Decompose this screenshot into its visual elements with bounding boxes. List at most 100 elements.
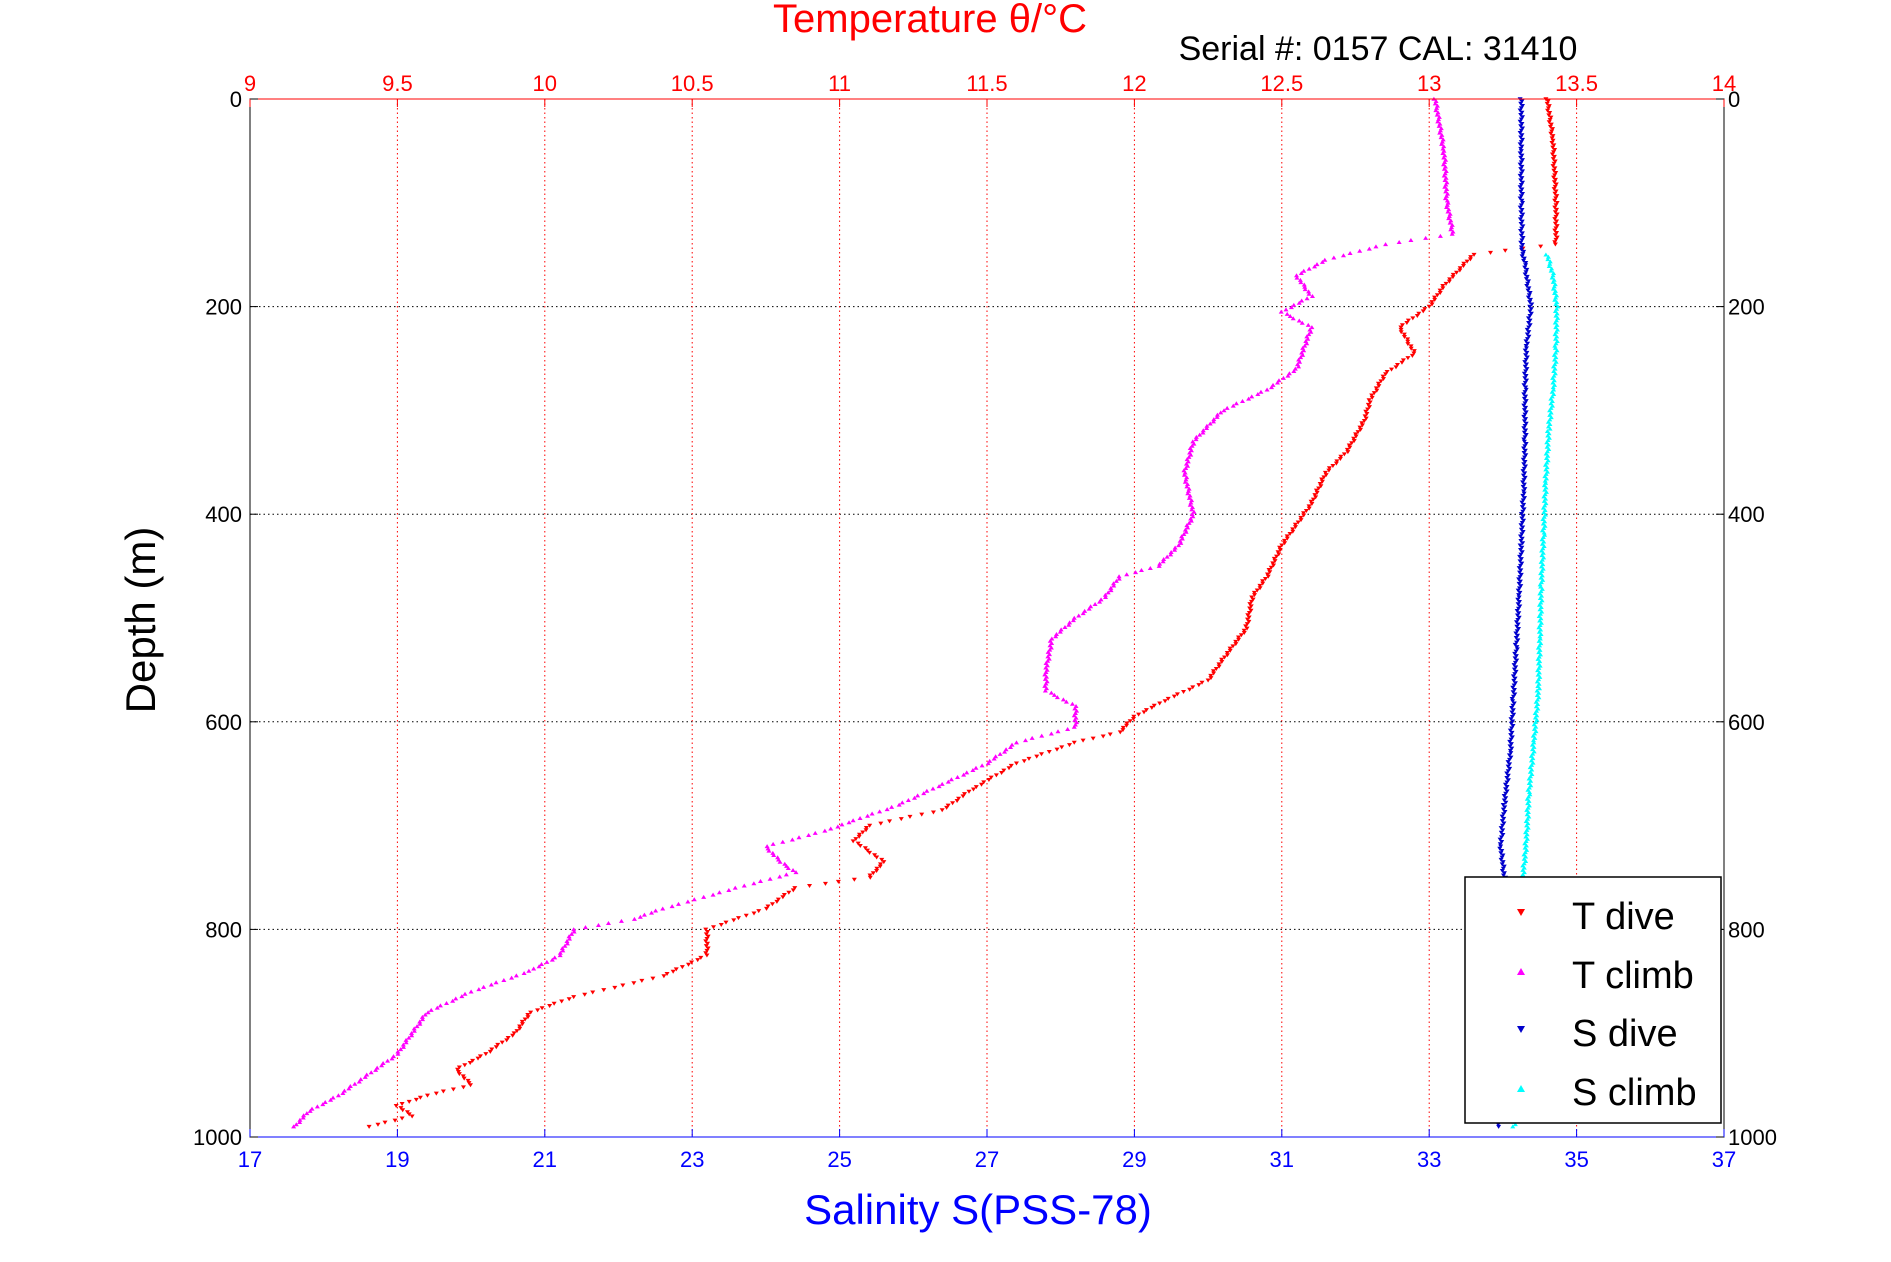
data-point-s-climb	[1537, 591, 1543, 596]
data-point-t-dive	[1312, 493, 1318, 498]
data-point-s-dive	[1512, 676, 1518, 681]
data-point-t-dive	[551, 1001, 557, 1006]
y-tick-label-right: 200	[1728, 295, 1765, 320]
data-point-t-climb	[297, 1119, 303, 1124]
data-point-s-climb	[1552, 291, 1558, 296]
data-point-s-dive	[1502, 809, 1508, 814]
data-point-s-dive	[1526, 286, 1532, 291]
data-point-s-dive	[1522, 380, 1528, 385]
data-point-t-dive	[528, 1010, 534, 1015]
data-point-t-climb	[1071, 713, 1077, 718]
data-point-t-dive	[1548, 115, 1554, 120]
data-point-s-dive	[1518, 572, 1524, 577]
data-point-t-climb	[293, 1122, 299, 1127]
data-point-t-climb	[1183, 477, 1189, 482]
data-point-s-dive	[1518, 539, 1524, 544]
data-point-s-dive	[1513, 665, 1519, 670]
data-point-t-dive	[601, 988, 607, 993]
data-point-t-climb	[1197, 432, 1203, 437]
data-point-s-dive	[1505, 764, 1511, 769]
data-point-t-climb	[1185, 488, 1191, 493]
data-point-t-climb	[1291, 302, 1297, 307]
data-point-t-dive	[514, 1029, 520, 1034]
data-point-s-dive	[1517, 590, 1523, 595]
data-point-t-dive	[1321, 475, 1327, 480]
data-point-s-dive	[1500, 866, 1506, 871]
data-point-t-dive	[1551, 175, 1557, 180]
data-point-t-climb	[373, 1067, 379, 1072]
data-point-s-dive	[1518, 523, 1524, 528]
data-point-t-dive	[1151, 703, 1157, 708]
data-point-s-dive	[1503, 787, 1509, 792]
data-point-t-climb	[411, 1026, 417, 1031]
data-point-s-climb	[1550, 286, 1556, 291]
data-point-s-dive	[1518, 584, 1524, 589]
data-point-s-climb	[1542, 478, 1548, 483]
data-point-t-dive	[1034, 754, 1040, 759]
data-point-t-dive	[1318, 484, 1324, 489]
data-point-s-climb	[1534, 679, 1540, 684]
data-point-t-dive	[1549, 129, 1555, 134]
data-point-t-dive	[1222, 655, 1228, 660]
data-point-t-dive	[1224, 653, 1230, 658]
data-point-t-dive	[1248, 608, 1254, 613]
data-point-t-dive	[1554, 235, 1560, 240]
x-bottom-tick-label: 21	[533, 1147, 557, 1172]
data-point-t-dive	[1408, 344, 1414, 349]
data-point-t-climb	[785, 865, 791, 870]
data-point-s-dive	[1522, 487, 1528, 492]
x-top-tick-label: 9	[244, 71, 256, 96]
data-point-t-dive	[1405, 342, 1411, 347]
data-point-s-dive	[1498, 857, 1504, 862]
data-point-s-dive	[1512, 660, 1518, 665]
data-point-s-dive	[1508, 755, 1514, 760]
data-point-t-climb	[1188, 452, 1194, 457]
data-point-t-dive	[1398, 330, 1404, 335]
data-point-t-climb	[1204, 425, 1210, 430]
data-point-t-climb	[1441, 162, 1447, 167]
data-point-t-climb	[419, 1014, 425, 1019]
data-point-t-climb	[877, 809, 883, 814]
data-point-t-climb	[1435, 119, 1441, 124]
data-point-s-climb	[1536, 613, 1542, 618]
data-point-t-climb	[1297, 359, 1303, 364]
data-point-s-dive	[1499, 849, 1505, 854]
data-point-t-dive	[1205, 678, 1211, 683]
data-point-s-dive	[1519, 110, 1525, 115]
data-point-t-dive	[1353, 434, 1359, 439]
data-point-t-climb	[1439, 141, 1445, 146]
data-point-t-climb	[417, 1021, 423, 1026]
data-point-s-dive	[1497, 837, 1503, 842]
data-point-t-climb	[1080, 611, 1086, 616]
data-point-t-dive	[1066, 743, 1072, 748]
data-point-t-dive	[1446, 279, 1452, 284]
data-point-t-dive	[1553, 171, 1559, 176]
data-point-t-climb	[1189, 505, 1195, 510]
data-point-t-climb	[1189, 507, 1195, 512]
data-point-t-dive	[1553, 237, 1559, 242]
data-point-t-climb	[780, 839, 786, 844]
data-point-t-dive	[1552, 191, 1558, 196]
data-point-t-dive	[1216, 662, 1222, 667]
data-point-s-dive	[1522, 360, 1528, 365]
y-tick-label-right: 1000	[1728, 1125, 1777, 1150]
data-point-t-dive	[456, 1065, 462, 1070]
data-point-t-dive	[1457, 266, 1463, 271]
data-point-t-dive	[664, 972, 670, 977]
data-point-t-dive	[705, 941, 711, 946]
data-point-t-climb	[1291, 368, 1297, 373]
data-point-s-dive	[1522, 460, 1528, 465]
data-point-t-climb	[1042, 688, 1048, 693]
data-point-t-climb	[1181, 472, 1187, 477]
data-point-t-climb	[526, 968, 532, 973]
data-point-t-dive	[1552, 210, 1558, 215]
data-point-s-dive	[1517, 217, 1523, 222]
data-point-t-climb	[1449, 231, 1455, 236]
x-top-tick-label: 12	[1122, 71, 1146, 96]
data-point-t-climb	[1053, 634, 1059, 639]
legend-label-t-climb: T climb	[1572, 955, 1694, 997]
data-point-s-dive	[1515, 638, 1521, 643]
data-point-t-dive	[1190, 685, 1196, 690]
data-point-t-dive	[1399, 360, 1405, 365]
data-point-t-climb	[1441, 166, 1447, 171]
